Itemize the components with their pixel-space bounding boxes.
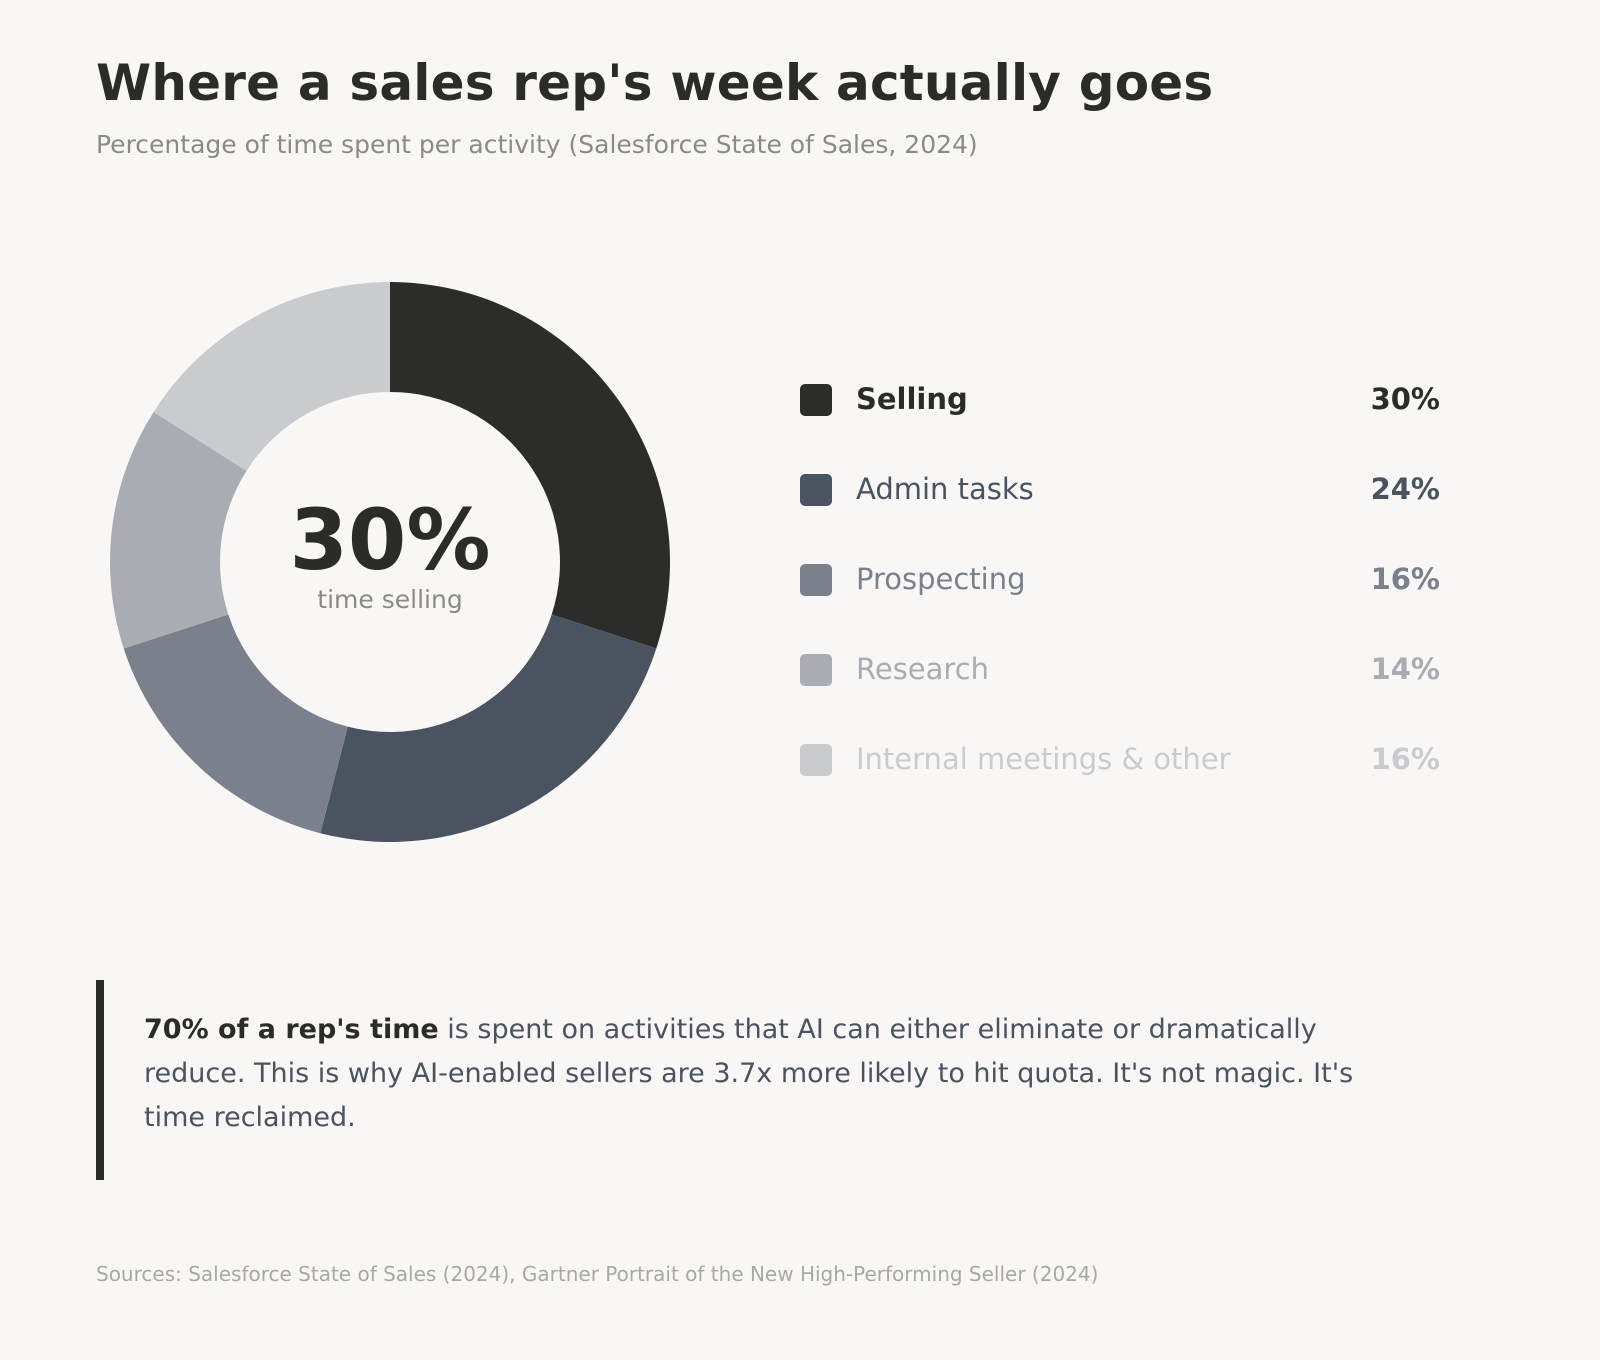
donut-slice-prospecting <box>123 614 348 834</box>
legend-swatch <box>800 384 832 416</box>
insight-lead: 70% of a rep's time <box>144 1014 439 1045</box>
legend-swatch <box>800 474 832 506</box>
legend-value: 24% <box>1370 472 1440 506</box>
donut-slice-research <box>110 411 247 649</box>
donut-chart: 30% time selling <box>110 282 670 842</box>
legend-item-admin-tasks: Admin tasks 24% <box>800 460 1440 550</box>
legend-label: Prospecting <box>856 562 1026 596</box>
legend-label: Research <box>856 652 990 686</box>
insight-callout: 70% of a rep's time is spent on activiti… <box>96 980 1366 1180</box>
legend-item-prospecting: Prospecting 16% <box>800 550 1440 640</box>
legend-swatch <box>800 654 832 686</box>
sources-footnote: Sources: Salesforce State of Sales (2024… <box>96 1262 1099 1286</box>
legend-swatch <box>800 744 832 776</box>
insight-body: is spent on activities that AI can eithe… <box>144 1014 1354 1133</box>
legend-value: 14% <box>1370 652 1440 686</box>
page-subtitle: Percentage of time spent per activity (S… <box>96 130 978 159</box>
legend-swatch <box>800 564 832 596</box>
donut-slice-internal-meetings-other <box>153 282 390 471</box>
legend-value: 30% <box>1370 382 1440 416</box>
legend-value: 16% <box>1370 562 1440 596</box>
legend-item-research: Research 14% <box>800 640 1440 730</box>
legend-value: 16% <box>1370 742 1440 776</box>
chart-legend: Selling 30% Admin tasks 24% Prospecting 16% Re… <box>800 370 1440 820</box>
donut-center-label: time selling <box>317 585 462 614</box>
page-title: Where a sales rep's week actually goes <box>96 54 1214 112</box>
legend-label: Admin tasks <box>856 472 1034 506</box>
legend-item-internal-meetings-other: Internal meetings & other 16% <box>800 730 1440 820</box>
insight-text: 70% of a rep's time is spent on activiti… <box>144 1008 1366 1140</box>
donut-slices <box>110 282 670 842</box>
legend-label: Selling <box>856 382 968 416</box>
legend-label: Internal meetings & other <box>856 742 1231 776</box>
donut-slice-admin-tasks <box>320 614 657 842</box>
legend-item-selling: Selling 30% <box>800 370 1440 460</box>
donut-center-value: 30% <box>289 491 490 589</box>
donut-slice-selling <box>390 282 670 649</box>
